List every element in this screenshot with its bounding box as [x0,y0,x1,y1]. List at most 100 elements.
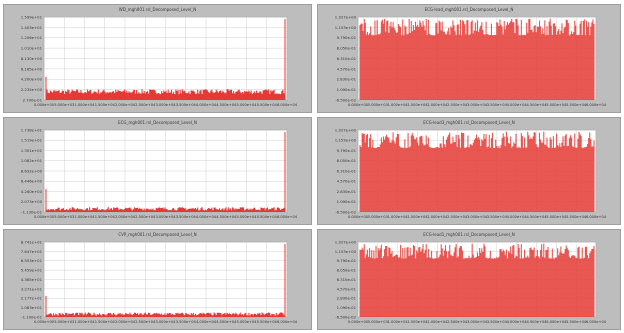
y-tick-label: 6.165e+00 [21,66,43,71]
x-tick-label: 2.500e+04 [135,215,156,219]
x-tick-label: 2.500e+04 [135,103,156,107]
y-tick-label: 1.599e+01 [21,14,43,19]
x-tick-label: 5.500e+04 [257,320,278,324]
x-tick-label: 5.000e+04 [546,103,567,107]
x-tick-label: 3.500e+04 [176,215,197,219]
y-tick-label: 1.327e+00 [335,14,357,19]
y-tick-label: 3.271e+01 [21,286,43,291]
y-tick-label: 6.310e-01 [337,168,357,173]
y-tick-label: 7.647e+01 [21,249,43,254]
x-tick-label: 5.000e+03 [54,215,74,219]
y-tick-label: 1.301e+01 [21,148,43,153]
x-tick-label: 2.000e+04 [115,103,136,107]
y-tick-label: 1.090e-01 [337,87,357,92]
y-tick-label: 1.153e+00 [335,249,357,254]
x-tick-label: 0.000e+00 [34,320,55,324]
y-tick-label: 4.570e-01 [337,66,357,71]
chart-title: ECG-lead_mgh001.rsl_Decomposed_Level_N [424,7,514,12]
chart-plot: 1.738e+01 1.519e+01 1.301e+01 1.082e+01 8.63… [21,127,298,219]
x-tick-label: 1.500e+04 [95,215,116,219]
y-tick-label: -1.100e-01 [21,314,42,319]
x-tick-label: 1.500e+04 [407,103,428,107]
y-tick-label: 9.790e-01 [337,148,357,153]
x-tick-label: 2.500e+04 [447,215,468,219]
x-tick-label: 0.000e+00 [348,320,369,324]
y-tick-label: -6.500e-02 [335,209,356,214]
chart-title: CVP_mgh001.rsl_Decomposed_Level_N [118,232,197,237]
y-tick-label: 1.153e+00 [335,25,357,30]
y-tick-label: 4.365e+01 [21,277,43,282]
x-tick-label: 1.000e+04 [74,320,95,324]
x-tick-label: 1.000e+04 [388,103,409,107]
chart-title: ECG-lead3_mgh001.rsl_Decomposed_Level_N [423,120,515,125]
x-tick-label: 5.500e+04 [257,103,278,107]
x-tick-label: 3.500e+04 [487,215,508,219]
x-tick-label: 3.000e+04 [467,215,488,219]
chart-plot: 8.741e+01 7.647e+01 6.553e+01 5.459e+01 4.36… [21,239,298,324]
y-tick-label: 1.090e-01 [337,199,357,204]
y-tick-label: 4.200e+00 [21,77,43,82]
data-series [359,18,595,100]
y-tick-label: 6.310e-01 [337,56,357,61]
x-tick-label: 5.000e+04 [236,103,257,107]
y-tick-label: 9.790e-01 [337,258,357,263]
chart-panel-4: ECG-lead3_mgh001.rsl_Decomposed_Level_N … [317,117,621,225]
y-tick-label: 9.790e-01 [337,35,357,40]
x-tick-label: 5.000e+03 [368,103,388,107]
chart-plot: 1.327e+00 1.153e+00 9.790e-01 8.050e-01 6.31… [335,239,607,324]
x-tick-label: 2.500e+04 [135,320,156,324]
y-tick-label: 5.459e+01 [21,268,43,273]
x-tick-label: 1.500e+04 [95,320,116,324]
x-tick-label: 2.000e+04 [427,215,448,219]
y-tick-label: 1.206e+01 [21,35,43,40]
x-tick-label: 2.000e+04 [427,103,448,107]
chart-panel-3: ECG_mgh001.rsl_Decomposed_Level_N 1.738e… [3,117,312,225]
x-tick-label: 0.000e+00 [34,103,55,107]
y-tick-label: 8.050e-01 [337,158,357,163]
x-tick-label: 4.500e+04 [526,320,547,324]
chart-panel-6: ECG-lead1_mgh001.rsl_Decomposed_Level_N … [317,229,621,330]
chart-panel-5: CVP_mgh001.rsl_Decomposed_Level_N 8.741e… [3,229,312,330]
chart-plot: 1.327e+00 1.153e+00 9.790e-01 8.050e-01 6.31… [335,14,607,107]
x-tick-label: 1.000e+04 [74,215,95,219]
x-tick-label: 6.000e+04 [586,103,607,107]
x-tick-label: 3.500e+04 [487,103,508,107]
y-tick-label: -1.130e-01 [21,209,42,214]
y-tick-label: 2.073e+00 [21,199,43,204]
y-tick-label: 8.130e+00 [21,56,43,61]
chart-plot: 1.327e+00 1.153e+00 9.790e-01 8.050e-01 6.31… [335,127,607,219]
y-tick-label: 6.446e+00 [21,179,43,184]
y-tick-label: 8.632e+00 [21,168,43,173]
x-tick-label: 1.500e+04 [407,320,428,324]
x-tick-label: 5.500e+04 [566,103,587,107]
y-tick-label: 1.403e+01 [21,25,43,30]
x-tick-label: 3.000e+04 [467,320,488,324]
x-tick-label: 3.500e+04 [176,320,197,324]
x-tick-label: 4.500e+04 [216,320,237,324]
chart-plot: 1.599e+01 1.403e+01 1.206e+01 1.010e+01 8.13… [21,14,298,107]
y-tick-label: 6.310e-01 [337,277,357,282]
y-tick-label: -6.500e-02 [335,97,356,102]
series-line [359,243,595,317]
y-tick-label: 1.010e+01 [21,46,43,51]
x-tick-label: 6.000e+04 [277,103,298,107]
x-tick-label: 1.500e+04 [95,103,116,107]
series-line [359,131,595,212]
x-tick-label: 3.000e+04 [155,320,176,324]
y-tick-label: 2.700e-01 [23,97,43,102]
x-tick-label: 5.500e+04 [566,215,587,219]
x-tick-label: 4.000e+04 [196,320,217,324]
y-tick-label: 6.553e+01 [21,258,43,263]
x-tick-label: 4.500e+04 [216,103,237,107]
x-tick-label: 4.500e+04 [526,215,547,219]
x-tick-label: 4.000e+04 [507,320,528,324]
y-tick-label: 1.090e-01 [337,305,357,310]
x-tick-label: 4.000e+04 [196,215,217,219]
y-tick-label: 1.082e+01 [21,158,43,163]
x-tick-label: 5.000e+04 [546,215,567,219]
data-series [359,243,595,317]
y-tick-label: 8.050e-01 [337,46,357,51]
chart-panel-1: WD_mgh001.rsl_Decomposed_Level_N 1.599e+… [3,4,312,113]
x-tick-label: 5.000e+04 [546,320,567,324]
